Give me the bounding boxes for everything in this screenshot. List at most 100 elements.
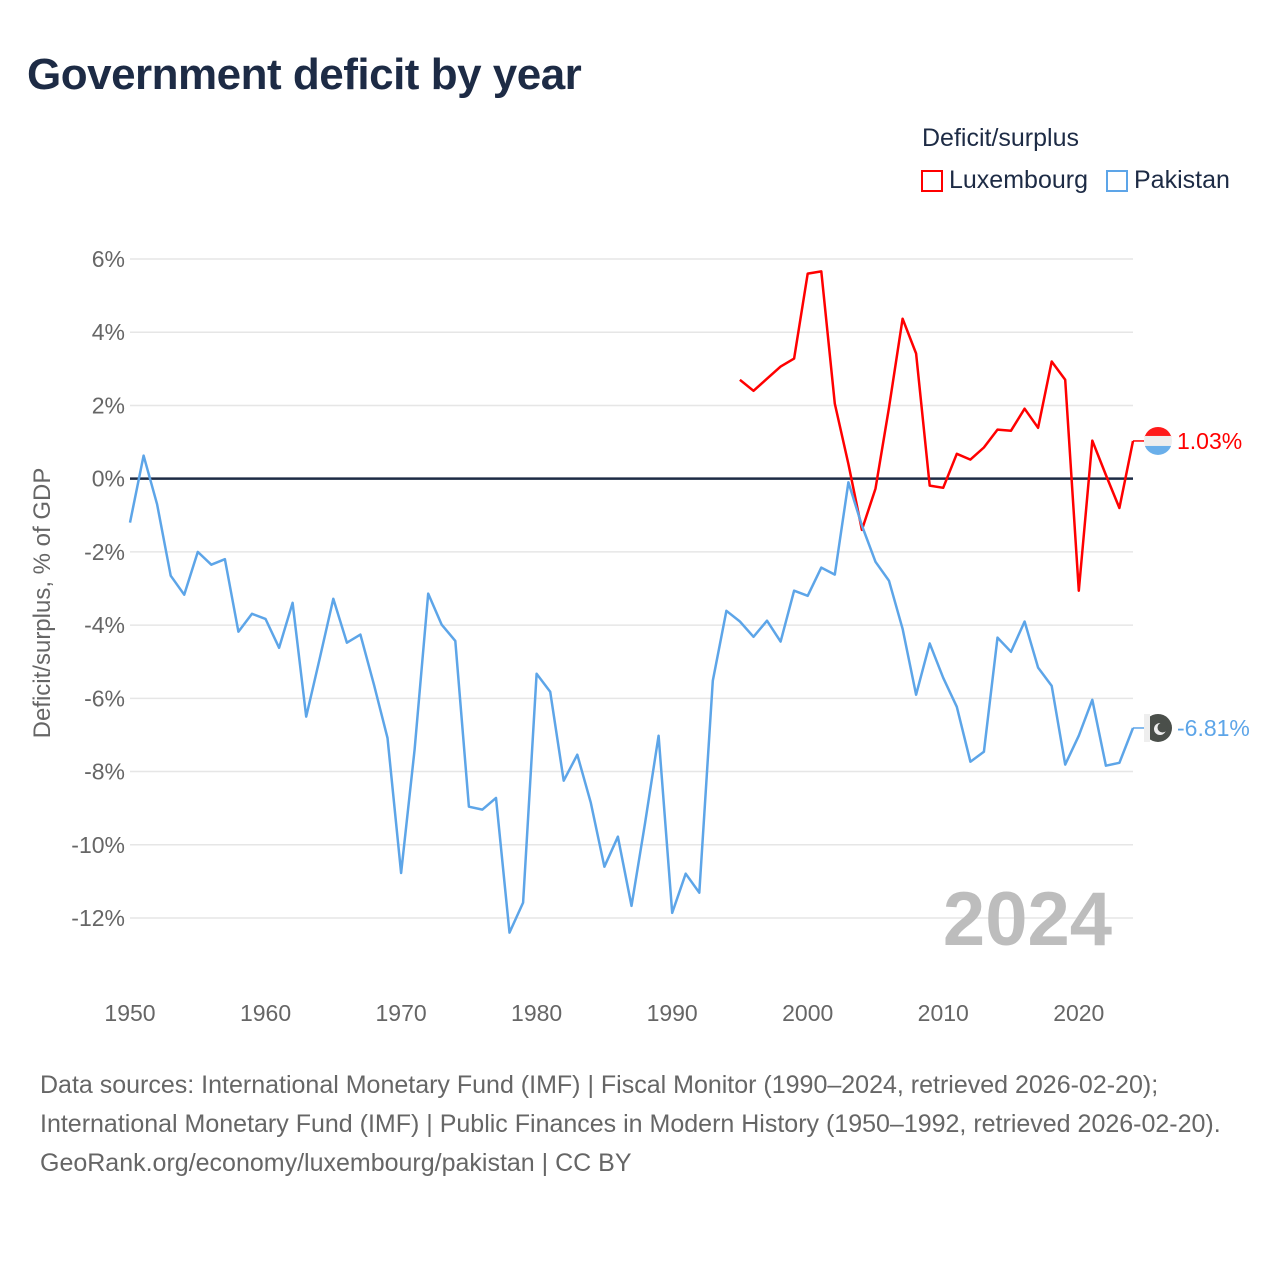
data-point xyxy=(1087,695,1097,705)
y-tick-label: -4% xyxy=(84,612,125,638)
x-tick-label: 1990 xyxy=(647,1000,698,1026)
data-point xyxy=(518,898,528,908)
data-point xyxy=(505,928,515,938)
x-tick-label: 1970 xyxy=(375,1000,426,1026)
data-point xyxy=(1114,503,1124,513)
luxembourg-flag-icon xyxy=(1144,426,1172,455)
data-point xyxy=(396,868,406,878)
data-point xyxy=(545,687,555,697)
data-point xyxy=(762,616,772,626)
legend-swatch-luxembourg xyxy=(921,169,943,192)
data-point xyxy=(301,712,311,722)
data-point xyxy=(884,576,894,586)
data-point xyxy=(220,554,230,564)
data-point xyxy=(843,459,853,469)
data-point xyxy=(857,521,867,531)
data-point xyxy=(979,747,989,757)
data-point xyxy=(166,571,176,581)
data-point xyxy=(274,643,284,653)
data-point xyxy=(1033,423,1043,433)
data-point xyxy=(464,802,474,812)
data-point xyxy=(830,399,840,409)
data-point xyxy=(261,614,271,624)
data-point xyxy=(735,375,745,385)
data-point xyxy=(721,606,731,616)
y-tick-label: -6% xyxy=(84,685,125,711)
data-point xyxy=(342,638,352,648)
data-point xyxy=(870,557,880,567)
data-point xyxy=(992,633,1002,643)
legend-label: Pakistan xyxy=(1133,166,1230,194)
data-point xyxy=(139,451,149,461)
pakistan-flag-icon xyxy=(1144,713,1172,742)
data-point xyxy=(559,776,569,786)
data-point xyxy=(179,590,189,600)
data-point xyxy=(748,386,758,396)
legend-label: Luxembourg xyxy=(949,166,1088,194)
data-point xyxy=(599,862,609,872)
data-point xyxy=(125,518,135,528)
data-point xyxy=(776,362,786,372)
y-axis-title: Deficit/surplus, % of GDP xyxy=(29,468,56,739)
data-point xyxy=(1074,586,1084,596)
data-point xyxy=(789,354,799,364)
data-point xyxy=(681,869,691,879)
data-point xyxy=(450,636,460,646)
data-point xyxy=(708,676,718,686)
data-point xyxy=(830,570,840,580)
footer: Data sources: International Monetary Fun… xyxy=(40,1066,1240,1183)
end-value-label-luxembourg: 1.03% xyxy=(1177,428,1242,454)
x-tick-label: 1960 xyxy=(240,1000,291,1026)
data-point xyxy=(1006,647,1016,657)
y-tick-label: 4% xyxy=(92,319,125,345)
data-point xyxy=(654,731,664,741)
year-watermark: 2024 xyxy=(943,877,1112,962)
data-point xyxy=(816,563,826,573)
data-point xyxy=(952,449,962,459)
credit-link[interactable]: GeoRank.org/economy/luxembourg/pakistan … xyxy=(40,1149,632,1177)
data-point xyxy=(410,745,420,755)
data-point xyxy=(1087,436,1097,446)
data-point xyxy=(776,637,786,647)
legend-item-pakistan[interactable]: Pakistan xyxy=(1105,166,1230,195)
y-tick-label: -2% xyxy=(84,539,125,565)
data-point xyxy=(477,805,487,815)
data-point xyxy=(965,757,975,767)
data-point xyxy=(1101,470,1111,480)
data-point xyxy=(1114,758,1124,768)
data-point xyxy=(152,499,162,509)
data-point xyxy=(1101,761,1111,771)
data-point xyxy=(193,547,203,557)
data-point xyxy=(898,314,908,324)
data-point xyxy=(803,591,813,601)
data-point xyxy=(925,638,935,648)
y-tick-label: 2% xyxy=(92,392,125,418)
data-point xyxy=(694,888,704,898)
legend-title: Deficit/surplus xyxy=(922,124,1079,152)
data-point xyxy=(206,560,216,570)
x-tick-label: 2000 xyxy=(782,1000,833,1026)
data-point xyxy=(437,620,447,630)
data-point xyxy=(789,586,799,596)
y-tick-label: -8% xyxy=(84,759,125,785)
data-point xyxy=(355,630,365,640)
legend-swatch-pakistan xyxy=(1105,169,1128,192)
data-sources: Data sources: International Monetary Fun… xyxy=(40,1071,1221,1138)
data-point xyxy=(762,374,772,384)
chart-title: Government deficit by year xyxy=(27,50,582,99)
data-point xyxy=(1020,616,1030,626)
data-point xyxy=(1047,357,1057,367)
y-tick-label: -10% xyxy=(71,832,125,858)
legend-item-luxembourg[interactable]: Luxembourg xyxy=(921,166,1088,195)
data-point xyxy=(979,443,989,453)
data-point xyxy=(870,484,880,494)
data-point xyxy=(315,653,325,663)
data-point xyxy=(383,733,393,743)
data-point xyxy=(640,818,650,828)
data-point xyxy=(911,690,921,700)
data-point xyxy=(423,589,433,599)
data-point xyxy=(938,673,948,683)
data-point xyxy=(992,425,1002,435)
data-point xyxy=(613,832,623,842)
